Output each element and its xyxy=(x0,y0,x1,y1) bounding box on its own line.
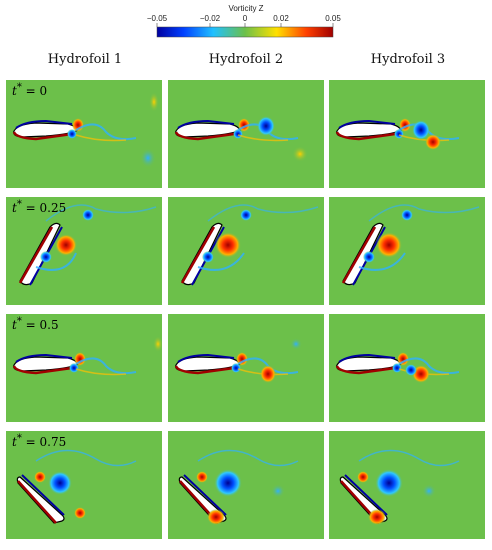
time-variable: t xyxy=(12,435,17,449)
colorbar-gradient xyxy=(156,26,334,38)
time-superscript: * xyxy=(16,316,22,327)
time-variable: t xyxy=(12,201,17,215)
vorticity-panel-r3-c3 xyxy=(329,314,485,422)
time-value: = 0.5 xyxy=(21,318,59,332)
vorticity-panel-r4-c3 xyxy=(329,431,485,539)
colorbar-tick: −0.02 xyxy=(200,14,221,23)
vorticity-panel-r4-c2 xyxy=(168,431,324,539)
time-label: t* = 0.25 xyxy=(12,199,66,215)
vorticity-panel-r1-c1: t* = 0 xyxy=(6,80,162,188)
vorticity-panel-r2-c1: t* = 0.25 xyxy=(6,197,162,305)
colorbar-tick: 0 xyxy=(243,14,248,23)
time-value: = 0 xyxy=(21,84,48,98)
vorticity-panel-r1-c3 xyxy=(329,80,485,188)
time-value: = 0.25 xyxy=(21,201,67,215)
colorbar-tick: 0.05 xyxy=(325,14,341,23)
time-label: t* = 0.75 xyxy=(12,433,66,449)
vorticity-panel-r2-c3 xyxy=(329,197,485,305)
column-title-hydrofoil-3: Hydrofoil 3 xyxy=(370,52,446,67)
colorbar-tick: −0.05 xyxy=(147,14,168,23)
vorticity-panel-r1-c2 xyxy=(168,80,324,188)
time-superscript: * xyxy=(16,433,22,444)
time-label: t* = 0 xyxy=(12,82,47,98)
colorbar-tick: 0.02 xyxy=(273,14,289,23)
vorticity-panel-r3-c2 xyxy=(168,314,324,422)
time-superscript: * xyxy=(16,199,22,210)
time-superscript: * xyxy=(16,82,22,93)
colorbar-title: Vorticity Z xyxy=(228,4,263,13)
time-value: = 0.75 xyxy=(21,435,67,449)
column-title-hydrofoil-1: Hydrofoil 1 xyxy=(47,52,123,67)
time-label: t* = 0.5 xyxy=(12,316,59,332)
vorticity-panel-r2-c2 xyxy=(168,197,324,305)
column-title-hydrofoil-2: Hydrofoil 2 xyxy=(208,52,284,67)
vorticity-colorbar: Vorticity Z −0.05 −0.02 0 0.02 0.05 xyxy=(147,4,341,38)
time-variable: t xyxy=(12,84,17,98)
vorticity-panel-r4-c1: t* = 0.75 xyxy=(6,431,162,539)
vorticity-panel-r3-c1: t* = 0.5 xyxy=(6,314,162,422)
time-variable: t xyxy=(12,318,17,332)
